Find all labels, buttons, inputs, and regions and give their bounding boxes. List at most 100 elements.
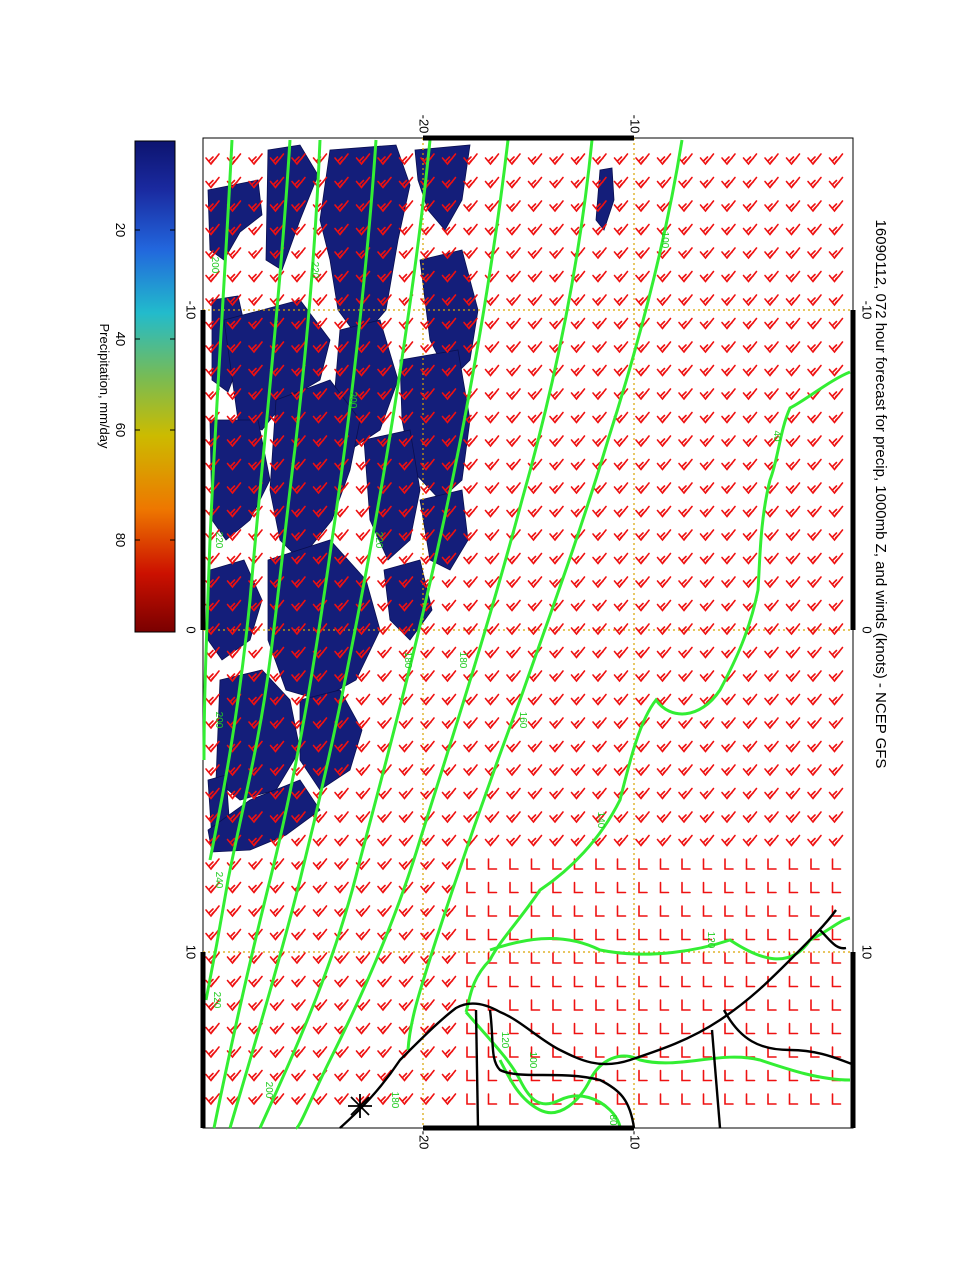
wind-barb (377, 411, 392, 424)
wind-barb (552, 999, 562, 1011)
wind-barb (355, 529, 371, 542)
wind-barb (699, 364, 715, 377)
wind-barb (334, 153, 349, 166)
wind-barb (785, 623, 801, 636)
wind-barb (398, 999, 414, 1012)
wind-barb (810, 975, 820, 988)
wind-barb (828, 646, 844, 659)
wind-barb (398, 576, 414, 589)
wind-barb (527, 576, 543, 589)
wind-barb (721, 247, 736, 260)
wind-barb (420, 740, 435, 753)
wind-barb (226, 764, 242, 777)
wind-barb (269, 881, 285, 894)
wind-barb (441, 952, 457, 965)
wind-barb (334, 811, 349, 824)
wind-barb (828, 529, 844, 542)
wind-barb (463, 176, 478, 189)
wind-barb (721, 317, 736, 330)
wind-barb (226, 623, 242, 636)
wind-barb (788, 858, 799, 870)
wind-barb (785, 270, 801, 283)
wind-barb (595, 881, 605, 894)
contour-label: 140 (595, 812, 606, 829)
wind-barb (463, 529, 478, 542)
wind-barb (613, 364, 629, 377)
wind-barb (702, 1022, 713, 1035)
wind-barb (355, 411, 371, 424)
wind-barb (420, 928, 435, 941)
wind-barb (678, 670, 693, 683)
contour-labels: 200 220 200 180 180 160 140 120 100 220 … (209, 232, 782, 1126)
wind-barb (831, 1093, 842, 1105)
wind-barb (291, 247, 306, 260)
wind-barb (291, 505, 306, 518)
wind-barb (613, 576, 629, 589)
wind-barb (420, 223, 435, 236)
wind-barb (721, 176, 736, 189)
wind-barb (573, 881, 584, 894)
wind-barb (742, 435, 758, 448)
wind-barb (248, 411, 263, 424)
wind-barb (291, 1022, 306, 1035)
wind-barb (742, 505, 758, 518)
wind-barb (549, 505, 564, 518)
wind-barb (226, 317, 242, 330)
wind-barb (764, 200, 779, 213)
wind-barb (616, 928, 627, 941)
wind-barb (807, 435, 822, 448)
wind-barb (721, 458, 736, 471)
wind-barb (226, 599, 242, 612)
wind-barb (377, 364, 392, 377)
wind-barb (269, 811, 285, 824)
wind-barb (767, 1069, 777, 1082)
wind-barb (613, 599, 629, 612)
wind-barb (420, 458, 435, 471)
wind-barb (398, 740, 414, 753)
wind-barb (595, 928, 605, 941)
wind-barb (291, 623, 306, 636)
wind-barb (742, 576, 758, 589)
wind-barb (226, 341, 242, 354)
wind-barb (742, 834, 758, 847)
wind-barb (699, 247, 715, 260)
wind-barb (724, 905, 734, 917)
wind-barb (312, 952, 328, 965)
wind-barb (638, 905, 648, 917)
wind-barb (699, 411, 715, 424)
wind-barb (788, 881, 799, 894)
wind-barb (785, 341, 801, 354)
wind-barb (828, 576, 844, 589)
wind-barb (269, 693, 285, 706)
wind-barb (527, 811, 543, 824)
wind-barb (463, 223, 478, 236)
wind-barb (638, 1022, 648, 1035)
wind-barb (441, 153, 457, 166)
wind-barb (613, 717, 629, 730)
wind-barb (764, 811, 779, 824)
wind-barb (484, 200, 500, 213)
wind-barb (226, 294, 242, 307)
colorbar-tick: 60 (113, 423, 128, 437)
wind-barb (377, 740, 392, 753)
wind-barb (699, 458, 715, 471)
wind-barb (613, 435, 629, 448)
wind-barb (530, 905, 541, 917)
wind-barb (248, 670, 263, 683)
wind-barb (334, 881, 349, 894)
wind-barb (484, 435, 500, 448)
wind-barb (334, 787, 349, 800)
wind-barb (248, 834, 263, 847)
wind-barb (377, 294, 392, 307)
wind-barb (828, 388, 844, 401)
wind-barb (592, 717, 607, 730)
wind-barb (355, 693, 371, 706)
wind-barb (248, 153, 263, 166)
wind-barb (785, 740, 801, 753)
wind-barb (807, 764, 822, 777)
wind-barb (248, 270, 263, 283)
wind-barb (506, 670, 521, 683)
wind-barb (681, 952, 691, 964)
wind-barb (484, 153, 500, 166)
wind-barb (681, 905, 691, 917)
